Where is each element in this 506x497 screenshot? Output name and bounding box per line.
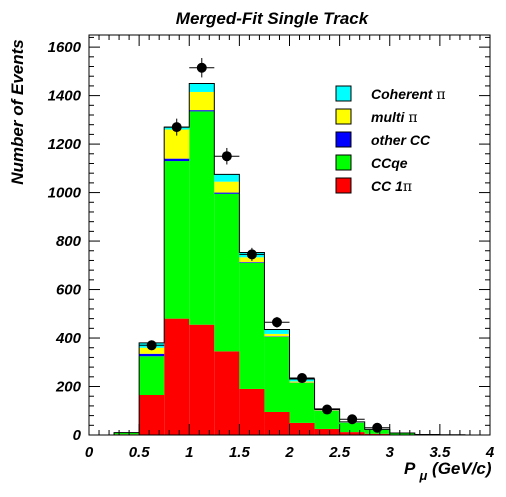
bar-segment (239, 262, 265, 263)
bar-segment (264, 333, 290, 337)
legend-swatch (335, 85, 352, 102)
data-point (322, 404, 333, 415)
legend-swatch (335, 131, 352, 148)
legend-swatch (335, 177, 352, 194)
bar-segment (339, 432, 365, 435)
plot-area: 0 0.5 1 1.5 2 2.5 3 3.5 4 0 200 400 600 800 1000 1200 14… (48, 34, 495, 461)
bar-segment (239, 388, 265, 435)
bar-segment (389, 433, 415, 435)
x-tick-label: 3 (386, 444, 395, 461)
legend-swatch (335, 154, 352, 171)
bar-segment (189, 91, 215, 111)
bar-segment (264, 411, 290, 435)
data-point (196, 62, 207, 73)
bar-segment (339, 422, 365, 433)
bar-segment (289, 422, 315, 435)
x-axis-label-sub: μ (418, 468, 427, 483)
bar-segment (364, 433, 390, 435)
y-tick-label: 1000 (48, 185, 82, 202)
bar-segment (289, 382, 315, 423)
x-tick-label: 0.5 (129, 444, 151, 461)
x-tick-label: 2 (284, 444, 294, 461)
bar-segment (214, 351, 240, 435)
y-axis-label: Number of Events (8, 39, 27, 184)
data-point (271, 317, 282, 328)
y-tick-label: 0 (73, 427, 82, 444)
x-tick-label: 1 (185, 444, 193, 461)
x-axis-label-main: P (404, 459, 416, 478)
bar-segment (214, 174, 240, 182)
legend-label-text: other CC (371, 132, 431, 148)
bar-segment (139, 395, 165, 435)
bar-segment (214, 181, 240, 193)
x-tick-label: 0 (85, 444, 94, 461)
bar-segment (314, 410, 340, 429)
bar-segment (139, 347, 165, 354)
legend-label-text: CCqe (371, 155, 408, 171)
bar-segment (114, 432, 140, 435)
bar-segment (139, 353, 165, 357)
legend-label-text: CC 1 (371, 178, 403, 194)
x-tick-label: 1.5 (229, 444, 251, 461)
x-tick-label: 2.5 (328, 444, 351, 461)
data-point (347, 414, 358, 425)
bar-segment (164, 158, 190, 162)
y-tick-label: 1200 (48, 136, 82, 153)
legend-label: CCqe (371, 155, 408, 171)
bar-segment (189, 111, 215, 325)
bar-segment (189, 83, 215, 92)
bar-segment (139, 356, 165, 395)
x-tick-label: 4 (485, 444, 495, 461)
y-tick-label: 600 (56, 282, 82, 299)
bar-segment (214, 192, 240, 194)
data-point (246, 249, 257, 260)
y-tick-label: 800 (56, 233, 82, 250)
legend-swatch (335, 108, 352, 125)
bar-segment (214, 193, 240, 352)
y-tick-label: 200 (55, 379, 82, 396)
legend-label-text: Coherent (371, 86, 436, 102)
data-point (221, 151, 232, 162)
bar-segment (164, 161, 190, 319)
legend-label-text: multi (371, 109, 408, 125)
x-axis-label-unit: (GeV/c) (432, 459, 492, 478)
bar-segment (264, 329, 290, 334)
legend-label-symbol: π (403, 179, 412, 195)
data-point (372, 422, 383, 433)
data-point (171, 122, 182, 133)
x-tick-label: 3.5 (429, 444, 451, 461)
legend-label: CC 1π (371, 178, 412, 195)
bar-segment (189, 110, 215, 112)
y-tick-label: 400 (55, 330, 82, 347)
x-axis-label: P μ (GeV/c) (404, 459, 492, 484)
legend-label: multi π (371, 109, 418, 126)
chart-title: Merged-Fit Single Track (176, 9, 370, 28)
bar-segment (164, 318, 190, 435)
bar-segment (189, 324, 215, 435)
bar-segment (239, 262, 265, 389)
legend-label-symbol: π (408, 110, 417, 126)
legend-label-symbol: π (436, 87, 445, 103)
data-point (297, 373, 308, 384)
bar-segment (264, 336, 290, 412)
data-point (146, 340, 157, 351)
bar-segment (314, 428, 340, 435)
y-tick-label: 1400 (48, 88, 82, 105)
y-tick-label: 1600 (48, 39, 82, 56)
legend-label: Coherent π (371, 86, 446, 103)
legend-label: other CC (371, 132, 431, 148)
